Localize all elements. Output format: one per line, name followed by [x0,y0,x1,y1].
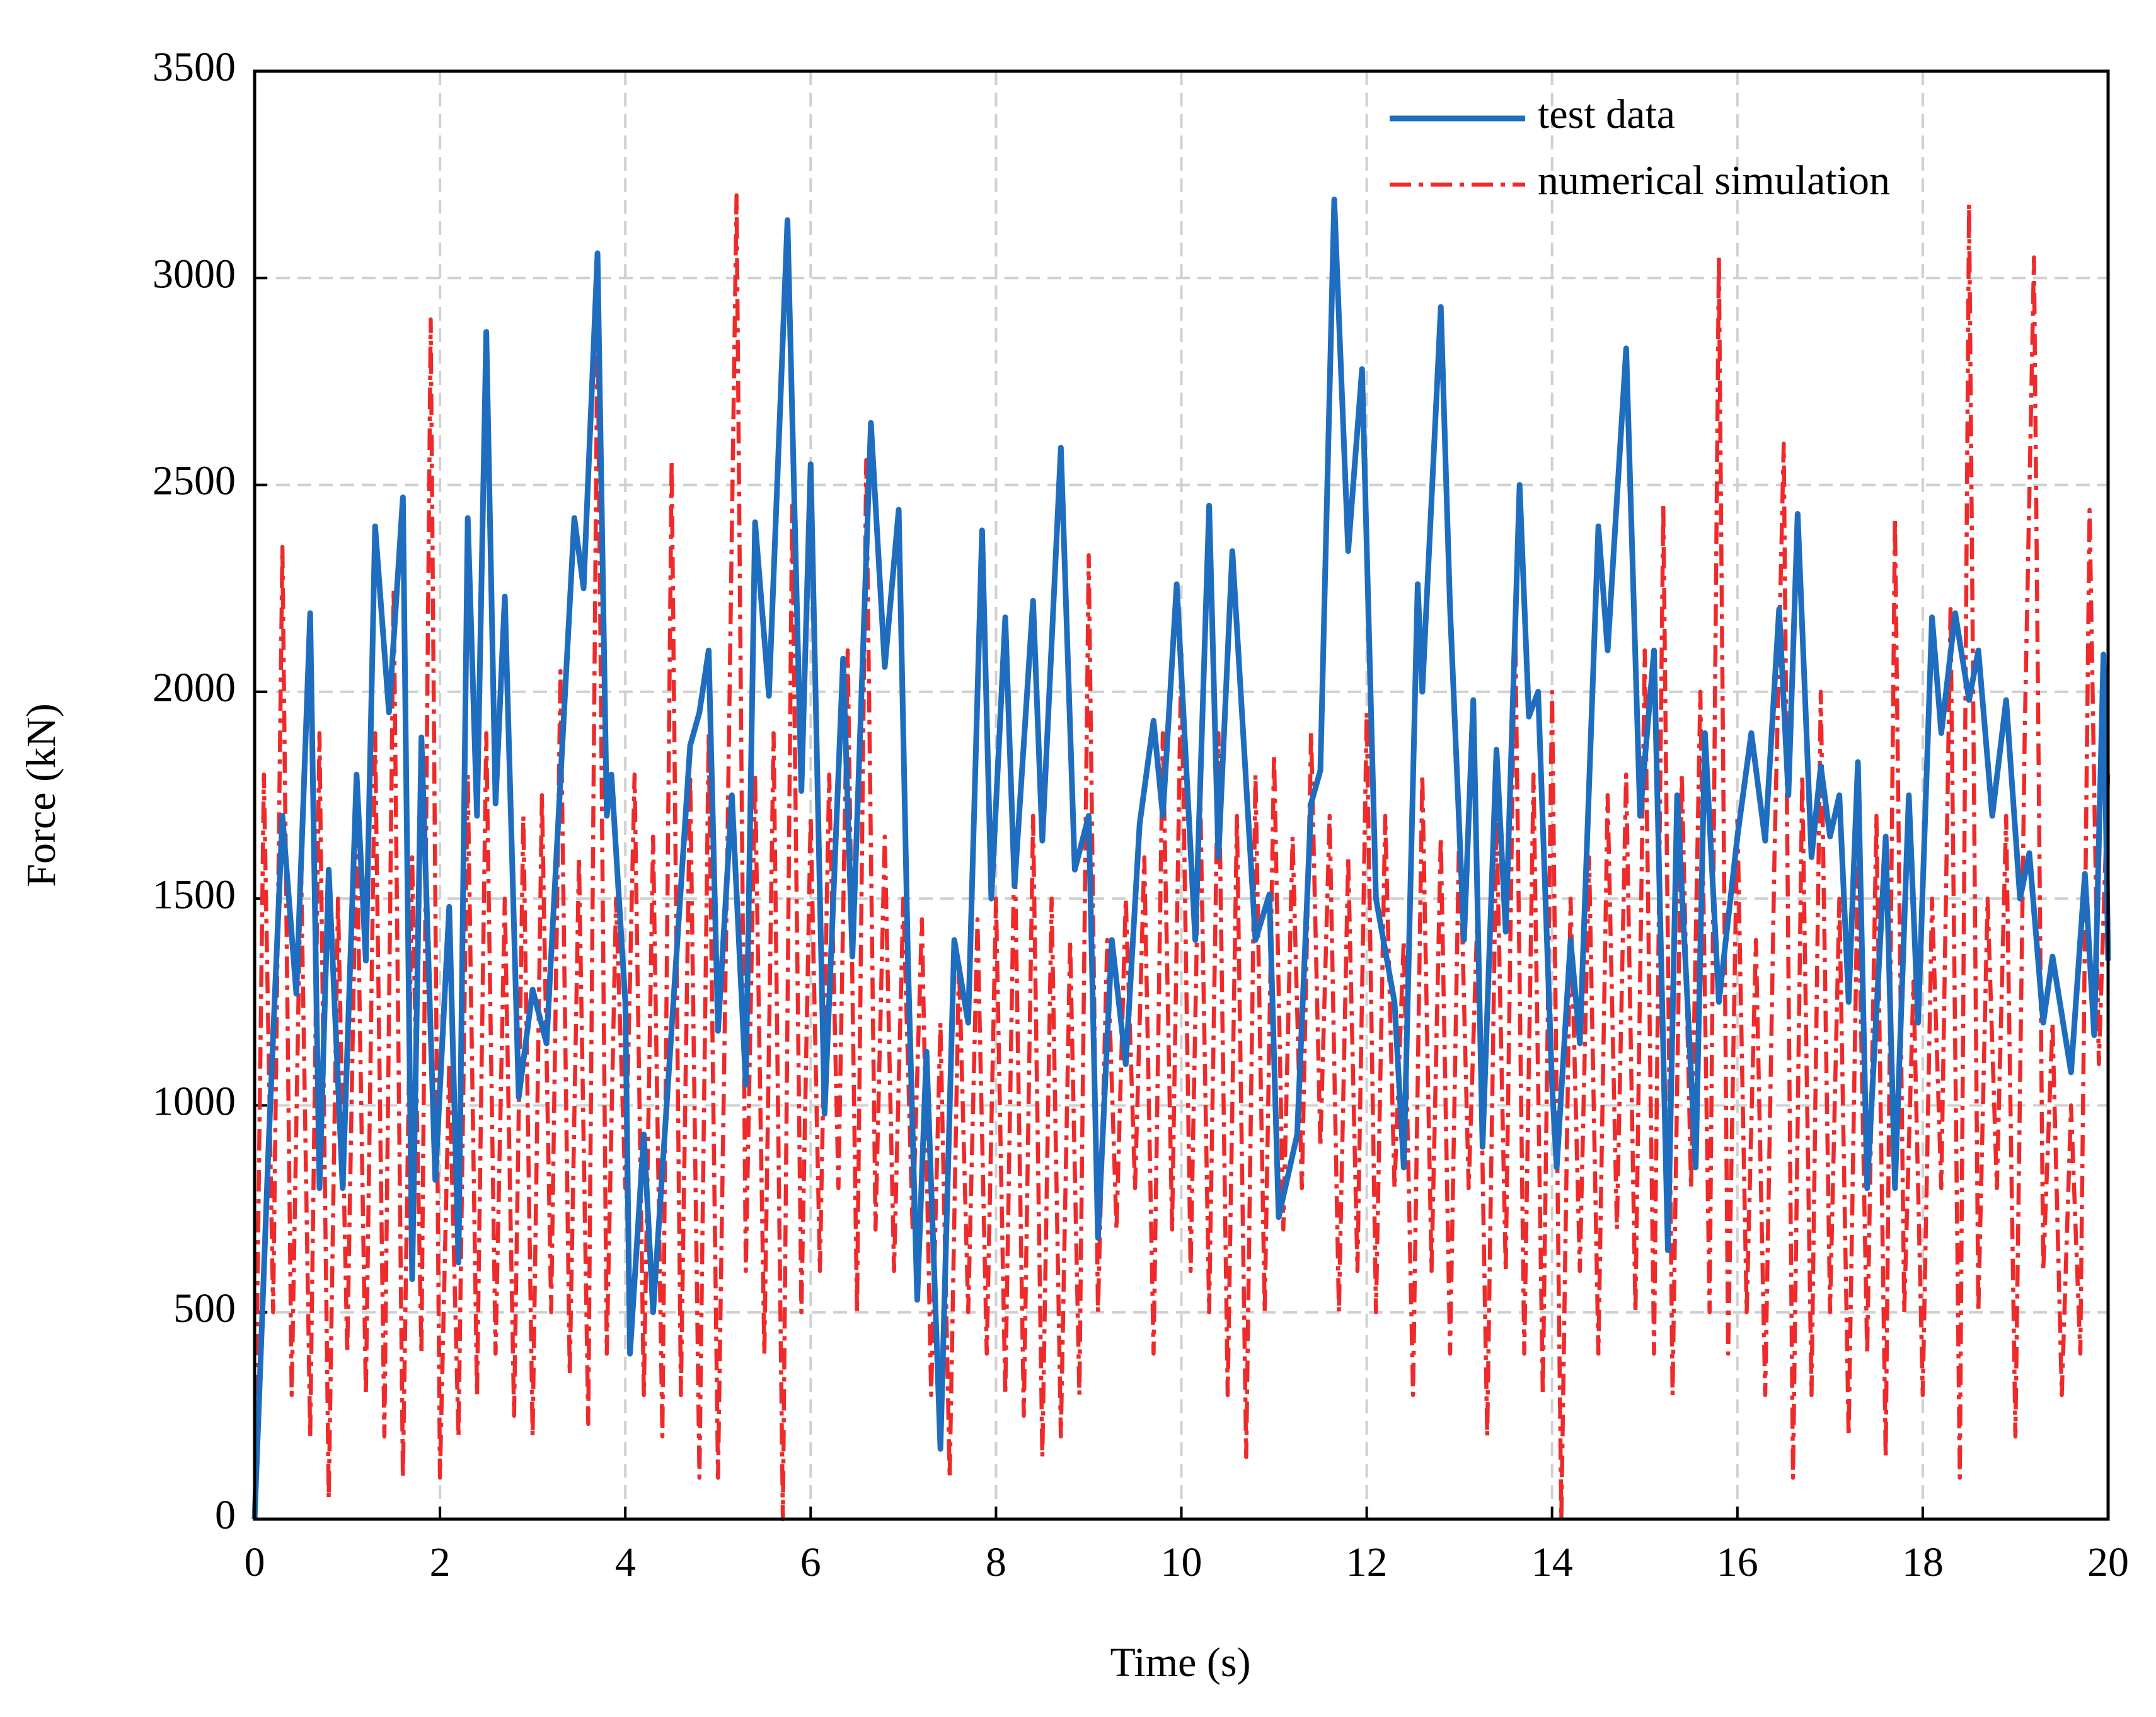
x-tick-label: 16 [1717,1539,1758,1585]
x-tick-label: 6 [800,1539,821,1585]
x-tick-label: 4 [615,1539,636,1585]
x-tick-label: 10 [1161,1539,1202,1585]
y-tick-label: 0 [215,1492,236,1538]
x-tick-label: 12 [1346,1539,1388,1585]
y-tick-label: 2500 [153,458,236,504]
x-tick-label: 2 [430,1539,451,1585]
x-tick-label: 14 [1531,1539,1573,1585]
x-tick-label: 8 [986,1539,1006,1585]
y-axis-label: Force (kN) [18,703,64,887]
y-tick-label: 500 [173,1285,236,1331]
legend-label: numerical simulation [1538,158,1890,204]
x-tick-label: 20 [2087,1539,2129,1585]
plot-frame [253,69,2110,1521]
legend-label: test data [1538,91,1675,137]
y-tick-label: 3000 [153,251,236,297]
series-line [252,193,2111,1522]
y-tick-label: 2000 [153,665,236,711]
x-tick-label: 18 [1902,1539,1944,1585]
y-tick-label: 3500 [153,44,236,90]
y-tick-label: 1000 [153,1079,236,1125]
x-axis-label: Time (s) [1110,1639,1250,1685]
x-tick-label: 0 [245,1539,265,1585]
series-line [251,197,2111,1520]
y-tick-label: 1500 [153,871,236,917]
